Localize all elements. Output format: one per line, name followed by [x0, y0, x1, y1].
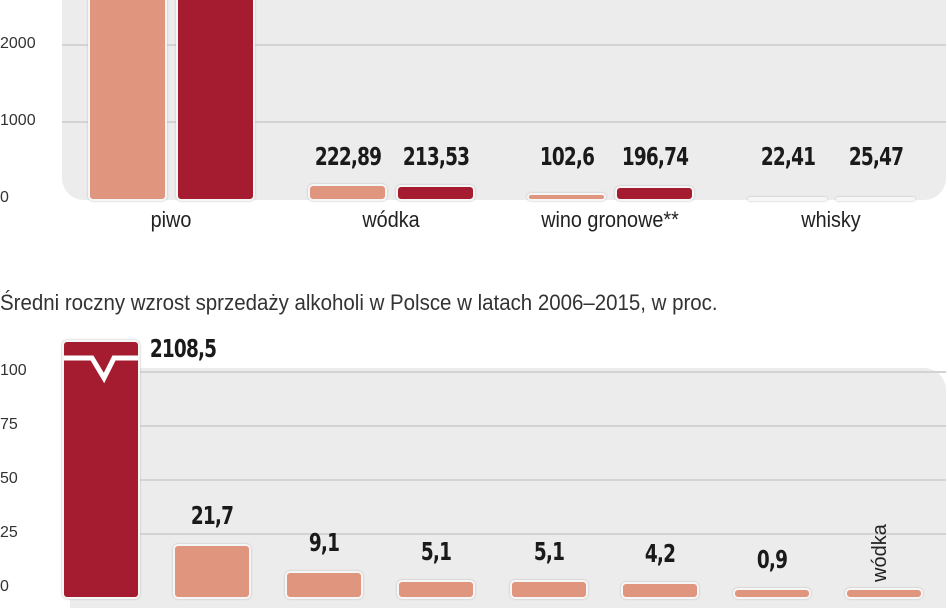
data-label: 2108,5: [149, 334, 217, 363]
data-label: 22,41: [760, 142, 816, 171]
category-label: piwo: [150, 207, 192, 232]
chart2-title: Średni roczny wzrost sprzedaży alkoholi …: [0, 290, 718, 315]
data-label: 5,1: [533, 536, 565, 566]
grid-line: [140, 371, 946, 373]
bar: [836, 197, 915, 201]
grid-line: [62, 121, 946, 123]
y-tick-label: 50: [0, 470, 18, 487]
bar: [88, 0, 167, 201]
category-label: whisky: [801, 207, 861, 232]
bar: [308, 183, 387, 201]
data-label: 102,6: [539, 142, 595, 171]
data-label: 213,53: [402, 142, 470, 171]
bar: [397, 579, 475, 599]
bar: [396, 184, 475, 201]
bar: [62, 340, 140, 599]
data-label: 0,9: [756, 545, 788, 574]
data-label: 4,2: [644, 538, 676, 568]
bar: [733, 588, 811, 599]
grid-line: [140, 479, 946, 481]
grid-line: [140, 533, 946, 535]
y-tick-label: 0: [0, 578, 9, 595]
bar: [510, 579, 588, 599]
y-tick-label: 1000: [0, 112, 36, 129]
grid-line: [62, 44, 946, 46]
y-tick-label: 100: [0, 362, 27, 379]
data-label: 25,47: [848, 142, 904, 171]
data-label: 9,1: [308, 528, 340, 558]
data-label: 5,1: [420, 536, 452, 566]
category-label: wino gronowe**: [541, 207, 679, 232]
bar: [527, 193, 606, 201]
data-label: 222,89: [314, 142, 382, 171]
y-tick-label: 75: [0, 416, 18, 433]
category-label: wódka: [362, 207, 420, 232]
bar: [748, 197, 827, 201]
bar: [621, 581, 699, 599]
category-label: wódka: [869, 524, 891, 582]
bar: [615, 185, 694, 201]
grid-line: [140, 425, 946, 427]
data-label: 21,7: [190, 501, 234, 531]
data-label: 196,74: [621, 142, 689, 171]
axis-break-icon: [64, 355, 138, 384]
bar: [845, 588, 923, 599]
bar: [176, 0, 255, 201]
bar: [173, 544, 251, 599]
y-tick-label: 2000: [0, 35, 36, 52]
y-tick-label: 0: [0, 189, 9, 206]
bar: [285, 571, 363, 599]
y-tick-label: 25: [0, 524, 18, 541]
